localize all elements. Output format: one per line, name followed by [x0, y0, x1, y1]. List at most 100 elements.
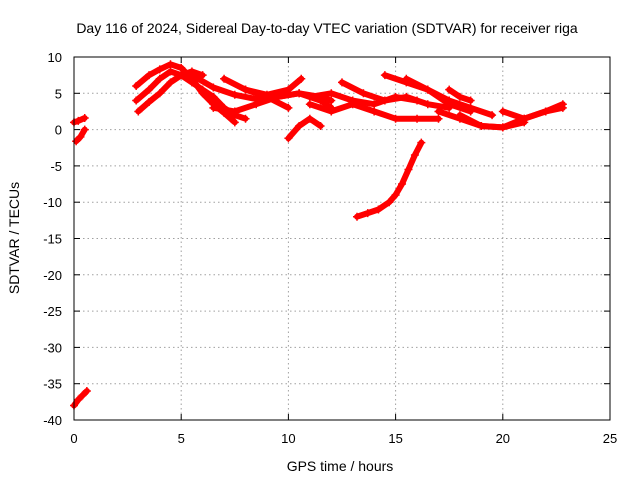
data-point: [327, 107, 336, 116]
data-point: [134, 107, 143, 116]
data-point: [370, 100, 379, 109]
y-tick-label: 10: [48, 50, 62, 65]
data-point: [220, 74, 229, 83]
y-tick-label: 0: [55, 123, 62, 138]
series-trace-14: [305, 100, 443, 123]
data-point: [417, 138, 426, 147]
data-point: [76, 132, 85, 141]
series-trace-16: [402, 74, 475, 116]
x-axis-label: GPS time / hours: [287, 458, 394, 474]
data-point: [166, 60, 175, 69]
data-point: [445, 85, 454, 94]
data-point: [78, 391, 87, 400]
data-point: [297, 74, 306, 83]
y-tick-label: -15: [43, 232, 62, 247]
data-point: [316, 121, 325, 130]
data-point: [398, 180, 407, 189]
data-point: [520, 114, 529, 123]
data-point: [155, 74, 164, 83]
series-band: [71, 388, 90, 409]
data-point: [262, 90, 271, 99]
data-point: [295, 121, 304, 130]
y-tick-label: -25: [43, 304, 62, 319]
data-point: [166, 78, 175, 87]
data-point: [402, 92, 411, 101]
data-point: [434, 114, 443, 123]
data-point: [284, 85, 293, 94]
series-band: [403, 75, 474, 115]
data-point: [327, 89, 336, 98]
data-point: [402, 74, 411, 83]
data-point: [209, 92, 218, 101]
series-trace-9: [209, 89, 336, 116]
data-point: [413, 114, 422, 123]
grid-lines: [74, 57, 610, 420]
data-point: [488, 111, 497, 120]
x-tick-label: 20: [496, 431, 510, 446]
series-band: [242, 75, 305, 98]
data-point: [404, 165, 413, 174]
data-point: [370, 107, 379, 116]
data-point: [284, 103, 293, 112]
data-point: [241, 85, 250, 94]
y-tick-label: -20: [43, 268, 62, 283]
data-point: [198, 85, 207, 94]
data-point: [327, 96, 336, 105]
data-point: [338, 78, 346, 87]
data-point: [72, 137, 81, 146]
series-trace-2: [72, 125, 89, 146]
data-point: [410, 151, 419, 160]
data-point: [177, 71, 186, 80]
data-point: [391, 190, 400, 199]
data-point: [198, 71, 207, 80]
axis-ticks: 0 5 10 15 20 25 10 5 0 -5 -10 -15 -20 -25 -30 -35 -40: [43, 50, 617, 446]
data-point: [498, 123, 507, 132]
series-band: [285, 115, 324, 142]
data-point: [466, 107, 475, 116]
data-point: [82, 386, 91, 395]
data-point: [209, 83, 218, 92]
y-axis-label: SDTVAR / TECUs: [6, 182, 22, 294]
data-point: [166, 67, 175, 76]
data-point: [209, 103, 218, 112]
series-trace-19: [498, 100, 567, 123]
y-tick-label: 5: [55, 86, 62, 101]
data-point: [423, 100, 432, 109]
series-trace-11: [284, 114, 325, 143]
series-trace-1: [70, 113, 89, 127]
data-point: [145, 85, 154, 94]
data-point: [74, 395, 83, 404]
data-point: [423, 85, 432, 94]
data-point: [187, 78, 196, 87]
x-tick-label: 10: [281, 431, 295, 446]
y-tick-label: -5: [50, 159, 62, 174]
data-point: [385, 198, 394, 207]
data-point: [359, 89, 368, 98]
x-tick-label: 0: [70, 431, 77, 446]
data-point: [558, 100, 567, 109]
data-point: [252, 100, 261, 109]
data-point: [295, 89, 304, 98]
data-point: [187, 71, 196, 80]
data-point: [145, 71, 154, 80]
data-point: [541, 107, 550, 116]
data-point: [145, 98, 154, 107]
data-point: [132, 82, 141, 91]
y-tick-label: -10: [43, 195, 62, 210]
data-point: [477, 121, 486, 130]
x-tick-label: 5: [178, 431, 185, 446]
data-point: [284, 134, 293, 143]
data-point: [155, 65, 164, 74]
data-point: [466, 96, 475, 105]
data-point: [230, 107, 239, 116]
y-tick-label: -40: [43, 413, 62, 428]
data-point: [353, 212, 362, 221]
data-point: [434, 107, 443, 116]
data-point: [305, 92, 314, 101]
x-tick-label: 25: [603, 431, 617, 446]
series-band: [499, 101, 566, 122]
data-point: [74, 116, 83, 125]
data-point: [455, 111, 464, 120]
series-trace-21: [353, 138, 426, 221]
